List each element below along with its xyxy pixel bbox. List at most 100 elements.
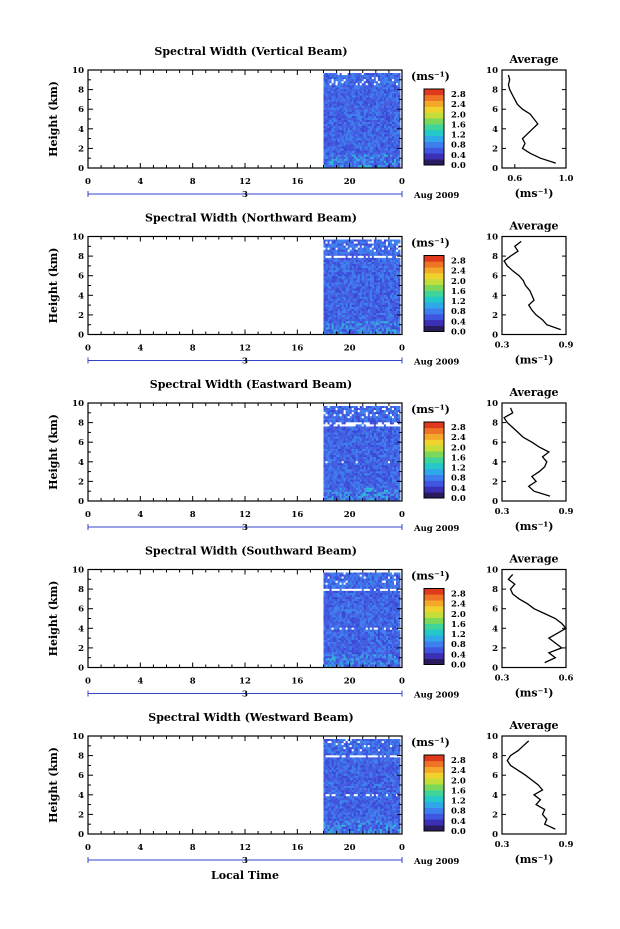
y-tick-label: 2 (78, 311, 84, 321)
average-y-tick-label: 2 (492, 144, 498, 154)
colorbar-swatch (424, 106, 444, 113)
average-x-tick-label: 0.3 (495, 507, 510, 517)
colorbar-swatch (424, 629, 444, 636)
average-title: Average (508, 719, 558, 732)
date-label: Aug 2009 (413, 358, 459, 368)
colorbar-swatch (424, 445, 444, 452)
y-tick-label: 0 (78, 830, 84, 840)
colorbar-swatch (424, 313, 444, 321)
x-tick-label: 12 (239, 677, 251, 687)
colorbar-tick-label: 2.8 (451, 590, 466, 600)
x-tick-label: 0 (85, 510, 91, 520)
colorbar-swatch (424, 302, 444, 309)
y-tick-label: 2 (78, 810, 84, 820)
colorbar-tick-label: 1.2 (451, 464, 466, 474)
y-tick-label: 2 (78, 477, 84, 487)
colorbar-tick-label: 2.4 (451, 433, 466, 443)
average-panel: Average 0 2 4 6 8 10 0.3 0.9 (ms⁻¹) (486, 220, 573, 367)
x-tick-label: 8 (190, 344, 196, 354)
average-x-tick-label: 0.3 (495, 840, 510, 850)
average-title: Average (508, 386, 558, 399)
average-panel: Average 0 2 4 6 8 10 0.3 0.9 (ms⁻¹) (486, 719, 573, 866)
colorbar-swatch (424, 457, 444, 464)
average-x-label: (ms⁻¹) (515, 354, 554, 367)
heatmap-data (323, 739, 401, 834)
colorbar-swatch (424, 606, 444, 613)
colorbar-tick-label: 2.0 (451, 610, 466, 620)
colorbar-swatch (424, 646, 444, 654)
y-tick-label: 0 (78, 331, 84, 341)
colorbar-swatch (424, 433, 444, 440)
colorbar-swatch (424, 308, 444, 315)
colorbar-tick-label: 2.4 (451, 766, 466, 776)
average-y-tick-label: 2 (492, 477, 498, 487)
colorbar-swatch (424, 801, 444, 808)
x-tick-label: 16 (291, 843, 303, 853)
x-tick-label: 12 (239, 177, 251, 187)
date-marker: 3 (242, 690, 248, 700)
colorbar-tick-label: 0.4 (451, 484, 466, 494)
colorbar-swatch (424, 819, 444, 826)
y-tick-label: 0 (78, 664, 84, 674)
colorbar-tick-label: 0.0 (451, 328, 466, 338)
colorbar-tick-label: 2.0 (451, 277, 466, 287)
colorbar-swatch (424, 790, 444, 797)
average-y-tick-label: 4 (492, 291, 498, 301)
average-x-tick-label: 0.6 (507, 174, 522, 184)
colorbar-swatch (424, 778, 444, 785)
colorbar-tick-label: 0.4 (451, 817, 466, 827)
x-tick-label: 20 (344, 344, 356, 354)
average-y-tick-label: 8 (492, 419, 498, 429)
colorbar-swatch (424, 319, 444, 326)
colorbar-tick-label: 2.8 (451, 257, 466, 267)
date-label: Aug 2009 (413, 857, 459, 867)
average-y-tick-label: 8 (492, 252, 498, 262)
y-tick-label: 10 (72, 233, 84, 243)
average-frame (501, 235, 567, 336)
y-tick-label: 4 (78, 791, 84, 801)
average-y-tick-label: 0 (492, 164, 498, 174)
y-tick-label: 4 (78, 291, 84, 301)
y-tick-label: 6 (78, 105, 84, 115)
x-tick-label: 8 (190, 677, 196, 687)
colorbar-swatch (424, 474, 444, 481)
y-tick-label: 4 (78, 624, 84, 634)
x-tick-label: 0 (85, 344, 91, 354)
colorbar-swatch (424, 100, 444, 107)
y-tick-label: 4 (78, 125, 84, 135)
y-tick-label: 4 (78, 458, 84, 468)
average-panel: Average 0 2 4 6 8 10 0.3 0.6 (ms⁻¹) (486, 553, 573, 700)
colorbar-tick-label: 1.2 (451, 297, 466, 307)
colorbar (423, 88, 445, 166)
colorbar-swatch (424, 772, 444, 779)
panel-3: Spectral Width (Eastward Beam) 0 2 4 6 8 10 Hei… (47, 378, 573, 534)
colorbar-swatch (424, 594, 444, 601)
colorbar-tick-label: 2.8 (451, 756, 466, 766)
average-y-tick-label: 4 (492, 458, 498, 468)
average-y-tick-label: 8 (492, 585, 498, 595)
colorbar-frame (423, 255, 445, 332)
average-y-tick-label: 4 (492, 791, 498, 801)
x-tick-label: 16 (291, 510, 303, 520)
x-tick-label: 16 (291, 344, 303, 354)
colorbar-swatch (424, 325, 444, 332)
x-tick-label: 0 (399, 177, 405, 187)
y-tick-label: 2 (78, 644, 84, 654)
average-profile-line (507, 74, 556, 164)
average-y-tick-label: 0 (492, 331, 498, 341)
colorbar-swatch (424, 427, 444, 434)
colorbar-swatch (424, 652, 444, 659)
colorbar-tick-label: 1.6 (451, 786, 466, 796)
colorbar-swatch (424, 112, 444, 119)
colorbar-swatch (424, 153, 444, 160)
date-marker: 3 (242, 523, 248, 533)
x-tick-label: 0 (85, 177, 91, 187)
colorbar-tick-label: 1.2 (451, 630, 466, 640)
y-tick-label: 0 (78, 497, 84, 507)
colorbar-swatch (424, 118, 444, 125)
colorbar-tick-label: 2.4 (451, 600, 466, 610)
colorbar-tick-label: 0.4 (451, 317, 466, 327)
colorbar (423, 255, 445, 332)
average-profile-line (506, 740, 556, 830)
x-axis-label: Local Time (211, 869, 279, 882)
